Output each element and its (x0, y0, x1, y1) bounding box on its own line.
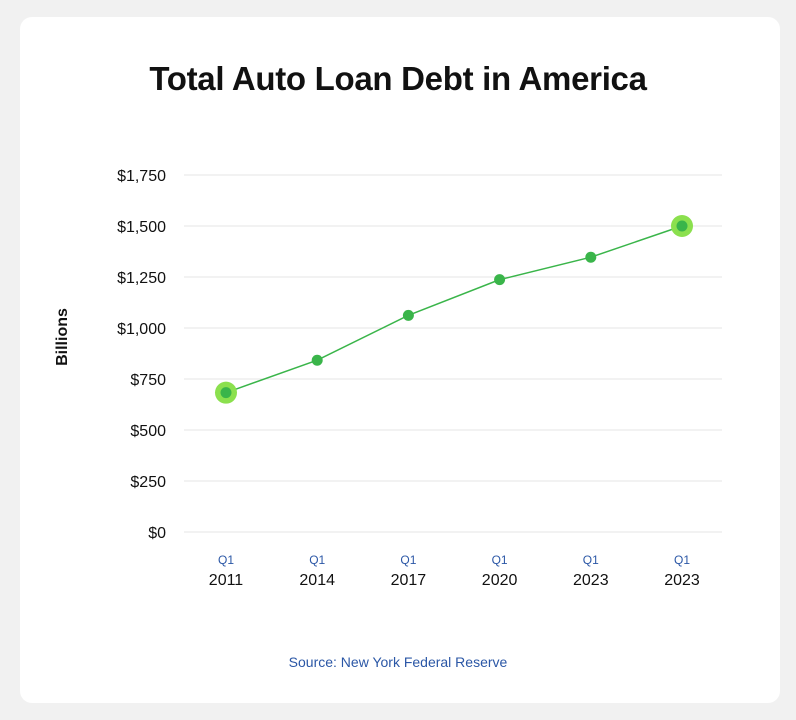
x-tick-quarter: Q1 (492, 553, 508, 567)
data-points (215, 215, 693, 404)
chart-card (20, 17, 780, 703)
y-tick-label: $500 (130, 423, 166, 440)
y-tick-label: $750 (130, 372, 166, 389)
x-tick-year: 2014 (299, 572, 335, 589)
x-tick-year: 2020 (482, 572, 518, 589)
x-tick-quarter: Q1 (583, 553, 599, 567)
y-tick-label: $1,500 (117, 219, 166, 236)
y-tick-labels: $0 $250 $500 $750 $1,000 $1,250 $1,500 $1,750 (117, 168, 166, 542)
x-tick-year: 2023 (573, 572, 609, 589)
x-tick-year: 2023 (664, 572, 700, 589)
x-tick-year: 2011 (209, 572, 244, 589)
x-tick-quarter: Q1 (218, 553, 234, 567)
y-tick-label: $1,000 (117, 321, 166, 338)
chart-title: Total Auto Loan Debt in America (149, 60, 647, 97)
y-tick-label: $0 (148, 525, 166, 542)
series-line-path (225, 225, 683, 394)
data-point (676, 220, 688, 232)
source-note: Source: New York Federal Reserve (288, 654, 508, 670)
data-point (311, 354, 323, 366)
y-tick-label: $1,750 (117, 168, 166, 185)
data-point (494, 274, 506, 286)
data-point (402, 309, 414, 321)
y-tick-label: $250 (130, 474, 166, 491)
x-tick-quarter: Q1 (400, 553, 416, 567)
y-tick-label: $1,250 (117, 270, 166, 287)
data-point (585, 251, 597, 263)
x-tick-year: 2017 (391, 572, 427, 589)
x-tick-quarter: Q1 (674, 553, 690, 567)
gridlines (184, 174, 722, 533)
series-line (225, 225, 683, 394)
x-tick-quarter: Q1 (309, 553, 325, 567)
data-point (220, 387, 232, 399)
x-tick-labels: Q1 2011 Q1 2014 Q1 2017 Q1 2020 Q1 2023 Q1 2023 (209, 553, 700, 589)
